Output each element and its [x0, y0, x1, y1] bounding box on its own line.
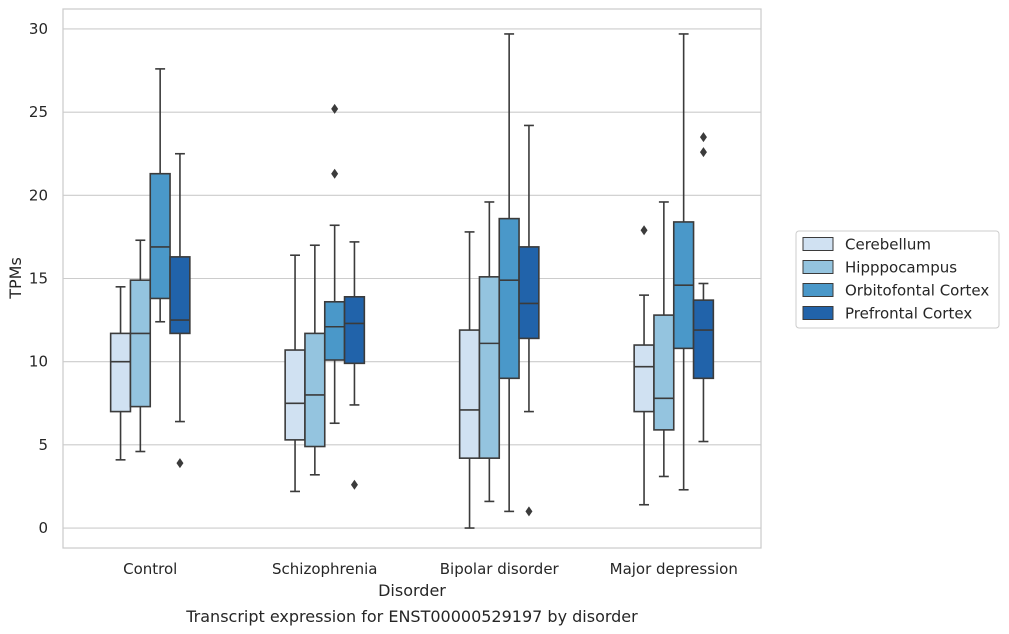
x-tick-label: Bipolar disorder — [440, 560, 560, 578]
outlier-point — [331, 168, 339, 179]
box-iqr — [518, 246, 540, 340]
legend-label: Orbitofontal Cortex — [845, 282, 989, 300]
box — [458, 231, 481, 529]
legend-swatch — [802, 237, 834, 251]
legend-label: Hipppocampus — [845, 259, 957, 277]
box-iqr — [692, 299, 715, 380]
outlier-point — [699, 147, 707, 158]
box-iqr — [149, 172, 171, 300]
box — [109, 286, 132, 461]
box — [304, 244, 326, 476]
outlier-point — [525, 506, 533, 517]
y-tick-label: 20 — [29, 186, 48, 204]
box — [633, 225, 655, 506]
box — [692, 132, 715, 443]
y-tick-label: 15 — [29, 270, 48, 288]
series-orbitofontal-cortex — [149, 33, 695, 513]
legend-label: Cerebellum — [845, 236, 931, 254]
box-plot-series — [109, 33, 715, 529]
y-tick-label: 30 — [29, 20, 48, 38]
box — [284, 254, 306, 493]
box-iqr — [343, 295, 366, 365]
box-iqr — [304, 332, 326, 448]
box-iqr — [478, 276, 501, 459]
outlier-point — [350, 479, 358, 490]
outlier-point — [176, 458, 184, 469]
box-iqr — [498, 217, 520, 380]
box-iqr — [284, 349, 306, 441]
outlier-point — [331, 103, 339, 114]
box-iqr — [109, 332, 132, 413]
legend-swatch — [802, 306, 834, 320]
box — [478, 201, 501, 503]
outlier-point — [640, 225, 648, 236]
y-axis-ticks: 0 5 10 15 20 25 30 — [29, 20, 48, 537]
y-tick-label: 5 — [38, 436, 48, 454]
box-iqr — [458, 329, 481, 459]
legend: Cerebellum Hipppocampus Orbitofontal Corte… — [795, 230, 1000, 329]
plot-area-frame — [62, 8, 762, 549]
y-tick-label: 10 — [29, 353, 48, 371]
box — [323, 103, 346, 425]
y-axis-label: TPMs — [6, 257, 25, 300]
legend-label: Prefrontal Cortex — [845, 305, 972, 323]
legend-swatch — [802, 260, 834, 274]
box-iqr — [323, 300, 346, 361]
box-iqr — [653, 314, 675, 431]
box — [672, 33, 695, 491]
legend-swatch — [802, 283, 834, 297]
outlier-point — [699, 132, 707, 143]
legend-frame — [795, 230, 1000, 329]
series-hipppocampus — [129, 201, 675, 503]
x-tick-label: Major depression — [610, 560, 738, 578]
box-iqr — [129, 279, 152, 408]
y-tick-label: 25 — [29, 103, 48, 121]
box — [653, 201, 675, 478]
x-tick-label: Schizophrenia — [272, 560, 377, 578]
box — [343, 241, 366, 490]
series-prefrontal-cortex — [169, 124, 715, 517]
x-axis-label: Disorder — [378, 581, 446, 600]
box — [498, 33, 520, 513]
box — [518, 124, 540, 517]
x-tick-label: Control — [123, 560, 177, 578]
y-tick-label: 0 — [38, 519, 48, 537]
x-axis-ticks: Control Schizophrenia Bipolar disorder Majo… — [123, 560, 738, 578]
series-cerebellum — [109, 225, 655, 529]
box — [169, 152, 191, 469]
box — [149, 68, 171, 323]
box-iqr — [633, 344, 655, 413]
chart-caption: Transcript expression for ENST0000052919… — [185, 607, 638, 626]
box-iqr — [169, 256, 191, 335]
box — [129, 239, 152, 453]
